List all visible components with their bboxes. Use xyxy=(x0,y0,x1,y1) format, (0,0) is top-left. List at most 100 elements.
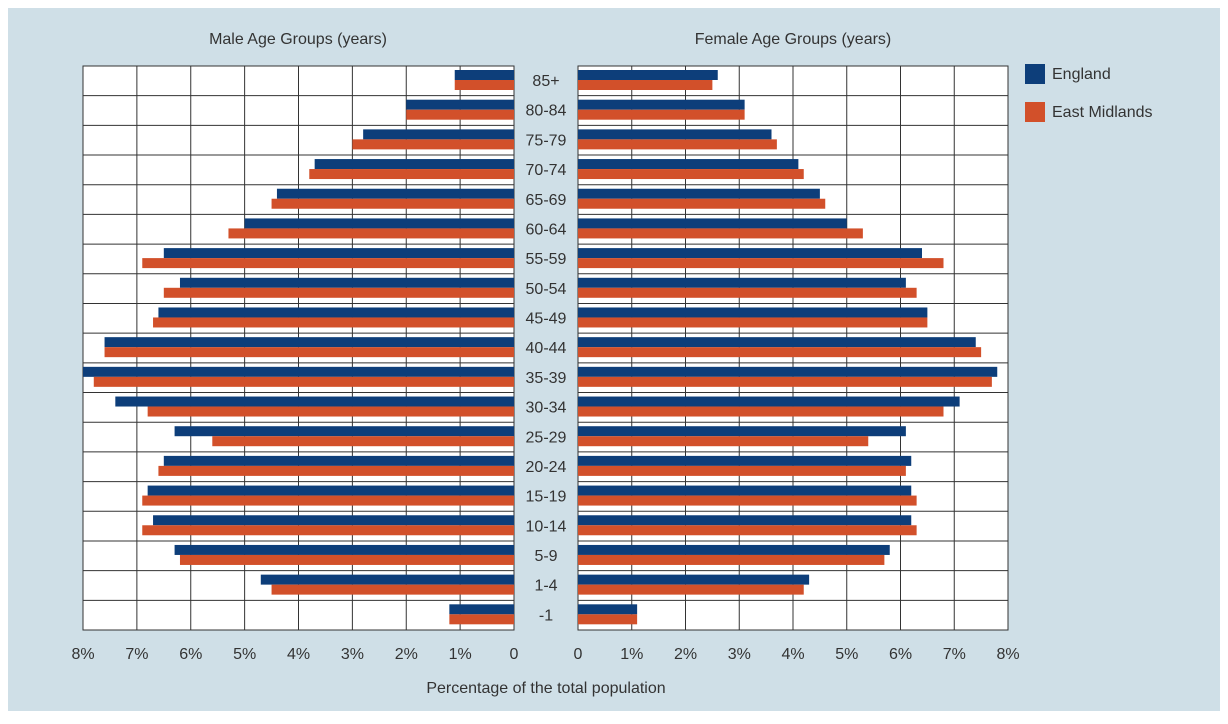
bar xyxy=(449,604,514,615)
category-label: 65-69 xyxy=(526,192,567,209)
bar xyxy=(352,139,514,150)
bar xyxy=(578,198,826,209)
bar xyxy=(260,574,514,585)
bar xyxy=(578,287,917,298)
bar xyxy=(163,455,514,466)
category-label: 5-9 xyxy=(534,548,557,565)
x-tick-label: 4% xyxy=(287,646,310,663)
x-tick-label: 8% xyxy=(996,646,1019,663)
bar xyxy=(578,337,976,348)
bar xyxy=(153,515,514,526)
bar xyxy=(578,396,960,407)
x-tick-label: 3% xyxy=(341,646,364,663)
x-tick-label: 5% xyxy=(233,646,256,663)
bar xyxy=(314,159,514,170)
bar xyxy=(578,376,992,387)
x-tick-label: 7% xyxy=(943,646,966,663)
legend-label: East Midlands xyxy=(1052,104,1153,121)
x-tick-label: 2% xyxy=(395,646,418,663)
x-tick-label: 0 xyxy=(510,646,519,663)
bar xyxy=(142,495,514,506)
bar xyxy=(578,406,944,417)
bar xyxy=(578,159,799,170)
bar xyxy=(578,495,917,506)
bar xyxy=(454,80,514,90)
bar xyxy=(578,129,772,140)
category-label: 80-84 xyxy=(526,103,567,120)
bar xyxy=(179,554,514,565)
bar xyxy=(142,258,514,269)
x-tick-label: 1% xyxy=(620,646,643,663)
bar xyxy=(276,188,514,199)
bar xyxy=(142,525,514,536)
bar xyxy=(578,574,810,585)
bar xyxy=(578,218,847,229)
bar xyxy=(271,198,514,209)
bar xyxy=(449,614,514,625)
bar xyxy=(158,307,515,318)
category-label: 1-4 xyxy=(534,578,557,595)
category-label: 20-24 xyxy=(526,459,567,476)
bar xyxy=(163,287,514,298)
bar xyxy=(578,426,906,437)
bar xyxy=(578,188,820,199)
bar xyxy=(578,70,718,80)
x-tick-label: 6% xyxy=(179,646,202,663)
bar xyxy=(578,515,912,526)
bar xyxy=(363,129,514,140)
category-label: 55-59 xyxy=(526,251,567,268)
bar xyxy=(115,396,514,407)
bar xyxy=(228,228,514,239)
category-label: 60-64 xyxy=(526,221,567,238)
category-label: 25-29 xyxy=(526,429,567,446)
category-label: 35-39 xyxy=(526,370,567,387)
bar xyxy=(578,584,804,595)
bar xyxy=(578,436,869,447)
male-title: Male Age Groups (years) xyxy=(209,31,387,48)
bar xyxy=(153,317,514,328)
category-label: 45-49 xyxy=(526,311,567,328)
bar xyxy=(578,554,885,565)
category-label: 30-34 xyxy=(526,400,567,417)
x-tick-label: 1% xyxy=(449,646,472,663)
legend-swatch xyxy=(1025,64,1045,84)
bar xyxy=(244,218,514,229)
bar xyxy=(271,584,514,595)
bar xyxy=(104,347,515,358)
category-label: 15-19 xyxy=(526,489,567,506)
bar xyxy=(578,169,804,180)
bar xyxy=(578,277,906,288)
x-tick-label: 7% xyxy=(125,646,148,663)
bar xyxy=(454,70,514,80)
category-label: 85+ xyxy=(532,73,559,90)
x-axis-label: Percentage of the total population xyxy=(426,680,665,697)
x-tick-label: 5% xyxy=(835,646,858,663)
bar xyxy=(578,485,912,496)
x-tick-label: 2% xyxy=(674,646,697,663)
bar xyxy=(158,465,515,476)
bar xyxy=(578,366,998,377)
bar xyxy=(578,109,745,120)
bar xyxy=(179,277,514,288)
bar xyxy=(93,376,515,387)
bar xyxy=(578,139,777,150)
bar xyxy=(174,544,514,555)
category-label: 70-74 xyxy=(526,162,567,179)
bar xyxy=(578,99,745,110)
bar xyxy=(578,347,982,358)
bar xyxy=(406,99,514,110)
bar xyxy=(578,604,638,615)
category-label: -1 xyxy=(539,607,553,624)
bar xyxy=(578,317,928,328)
bar xyxy=(578,258,944,269)
bar xyxy=(578,465,906,476)
bar xyxy=(578,614,638,625)
legend-label: England xyxy=(1052,66,1111,83)
bar xyxy=(578,80,713,90)
legend-swatch xyxy=(1025,102,1045,122)
x-tick-label: 8% xyxy=(71,646,94,663)
bar xyxy=(309,169,514,180)
category-label: 75-79 xyxy=(526,132,567,149)
bar xyxy=(212,436,515,447)
